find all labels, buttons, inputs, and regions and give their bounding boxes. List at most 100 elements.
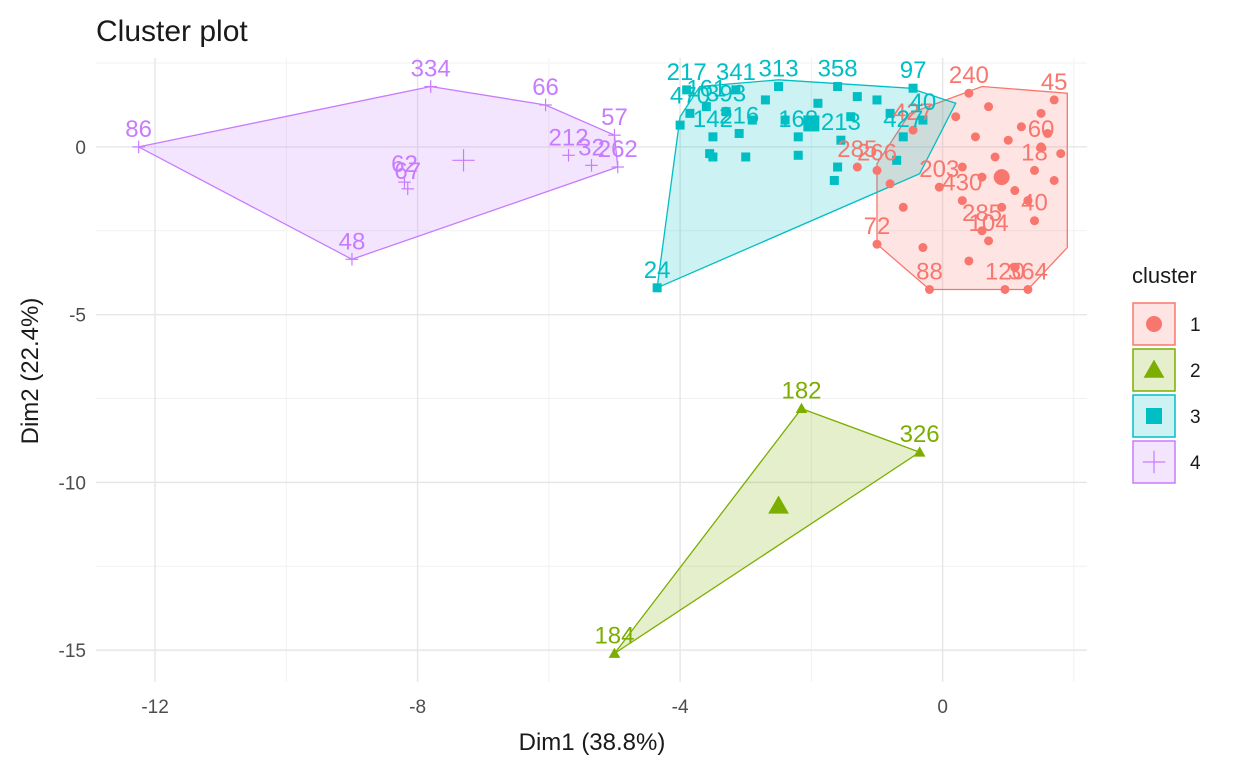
data-point bbox=[1056, 149, 1066, 159]
legend-title: cluster bbox=[1132, 263, 1197, 288]
cluster-centroid-2 bbox=[768, 495, 789, 514]
point-label: 120 bbox=[985, 258, 1025, 285]
data-point bbox=[401, 182, 415, 196]
data-point bbox=[562, 148, 575, 162]
point-label: 97 bbox=[900, 57, 927, 84]
data-point bbox=[957, 196, 967, 206]
cluster-centroid-1 bbox=[993, 169, 1010, 186]
legend-key-1 bbox=[1132, 302, 1176, 346]
point-label: 72 bbox=[864, 213, 891, 240]
point-label: 66 bbox=[532, 74, 559, 101]
data-point bbox=[934, 182, 944, 192]
x-tick-label: 0 bbox=[937, 697, 948, 718]
legend-symbol-4 bbox=[1142, 450, 1166, 474]
point-label: 161 bbox=[686, 76, 726, 103]
data-point bbox=[708, 152, 718, 162]
point-label: 104 bbox=[969, 210, 1009, 237]
cluster-centroid-4 bbox=[452, 149, 475, 172]
point-label: 334 bbox=[411, 56, 451, 83]
point-label: 142 bbox=[693, 106, 733, 133]
legend-label-2: 2 bbox=[1190, 361, 1201, 382]
data-point bbox=[780, 115, 790, 125]
data-point bbox=[747, 115, 757, 125]
x-tick-label: -8 bbox=[409, 697, 426, 718]
data-point bbox=[898, 202, 908, 212]
data-point bbox=[997, 202, 1007, 212]
data-point bbox=[675, 120, 685, 130]
data-point bbox=[918, 243, 928, 253]
data-point bbox=[1010, 186, 1020, 196]
point-label: 262 bbox=[598, 136, 638, 163]
data-point bbox=[924, 284, 934, 294]
legend-symbol-3 bbox=[1146, 408, 1162, 424]
data-point bbox=[1049, 175, 1059, 185]
point-label: 62 bbox=[391, 151, 418, 178]
data-point bbox=[1043, 128, 1053, 138]
point-label: 216 bbox=[719, 102, 759, 129]
point-label: 182 bbox=[781, 378, 821, 405]
point-label: 313 bbox=[759, 56, 799, 83]
data-point bbox=[608, 647, 621, 658]
point-label: 57 bbox=[601, 104, 628, 131]
cluster-hulls bbox=[136, 79, 1068, 655]
grid-major bbox=[96, 58, 1087, 682]
data-point bbox=[990, 152, 1000, 162]
data-point bbox=[424, 80, 438, 93]
legend-label-3: 3 bbox=[1190, 407, 1201, 428]
data-point bbox=[774, 82, 784, 92]
cluster-hull-3 bbox=[656, 79, 957, 289]
data-point bbox=[398, 175, 411, 189]
point-label: 48 bbox=[339, 228, 366, 255]
data-point bbox=[977, 172, 987, 182]
point-label: 88 bbox=[916, 258, 943, 285]
data-point bbox=[892, 155, 902, 165]
data-point bbox=[833, 162, 843, 172]
data-point bbox=[608, 128, 621, 142]
point-label: 427 bbox=[893, 99, 933, 126]
legend-symbol-2 bbox=[1143, 359, 1165, 378]
data-point bbox=[793, 132, 803, 142]
point-label: 203 bbox=[919, 156, 959, 183]
x-axis-title: Dim1 (38.8%) bbox=[519, 729, 666, 756]
data-point bbox=[829, 175, 839, 185]
data-point bbox=[984, 102, 994, 112]
point-label: 60 bbox=[1028, 116, 1055, 143]
point-label: 40 bbox=[1021, 190, 1048, 217]
point-label: 285 bbox=[837, 136, 877, 163]
legend-symbol-1 bbox=[1146, 316, 1162, 332]
cluster-hull-2 bbox=[613, 407, 922, 655]
data-point bbox=[984, 236, 994, 246]
data-point bbox=[345, 252, 359, 266]
data-point bbox=[585, 159, 598, 172]
data-point bbox=[964, 256, 974, 266]
point-label: 364 bbox=[1008, 258, 1048, 285]
cluster-points bbox=[132, 80, 1066, 658]
data-point bbox=[1023, 196, 1033, 206]
legend-label-1: 1 bbox=[1190, 315, 1201, 336]
data-point bbox=[918, 115, 928, 125]
data-point bbox=[685, 108, 695, 118]
data-point bbox=[951, 112, 961, 122]
data-point bbox=[682, 85, 692, 95]
point-label: 24 bbox=[644, 257, 671, 284]
y-axis-title: Dim2 (22.4%) bbox=[17, 298, 44, 445]
data-point bbox=[539, 98, 552, 112]
point-label: 217 bbox=[667, 59, 707, 86]
y-tick-label: -5 bbox=[69, 306, 86, 327]
point-label: 358 bbox=[818, 56, 858, 83]
data-point bbox=[872, 95, 882, 105]
y-tick-label: -15 bbox=[59, 641, 86, 662]
cluster-centroids bbox=[452, 115, 1010, 514]
data-point bbox=[793, 150, 803, 160]
data-point bbox=[708, 132, 718, 142]
data-point bbox=[970, 132, 980, 142]
point-label: 326 bbox=[900, 421, 940, 448]
data-point bbox=[1016, 122, 1026, 132]
data-point bbox=[1010, 263, 1020, 273]
point-label: 212 bbox=[549, 124, 589, 151]
legend: 1 2 3 4 bbox=[1132, 302, 1201, 484]
x-tick-label: -12 bbox=[141, 697, 168, 718]
data-point bbox=[846, 112, 856, 122]
point-label: 341 bbox=[716, 59, 756, 86]
